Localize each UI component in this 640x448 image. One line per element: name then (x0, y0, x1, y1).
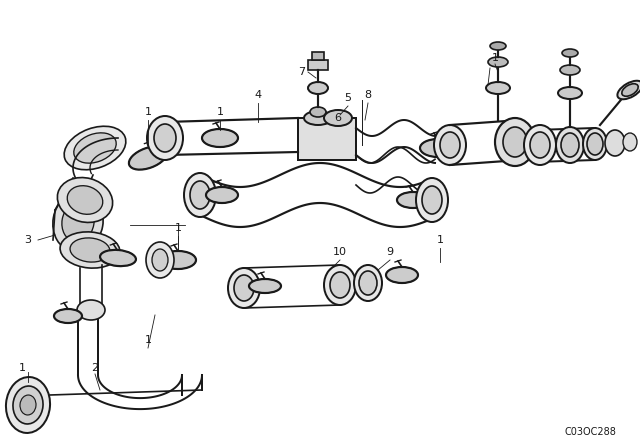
Ellipse shape (62, 202, 94, 242)
Ellipse shape (324, 265, 356, 305)
Ellipse shape (100, 250, 136, 266)
Ellipse shape (623, 133, 637, 151)
Text: 1: 1 (216, 107, 223, 117)
Ellipse shape (486, 82, 510, 94)
Ellipse shape (54, 309, 82, 323)
Text: 10: 10 (333, 247, 347, 257)
Ellipse shape (622, 84, 638, 96)
Ellipse shape (416, 178, 448, 222)
Ellipse shape (330, 272, 350, 298)
Ellipse shape (206, 187, 238, 203)
Ellipse shape (308, 82, 328, 94)
Ellipse shape (440, 132, 460, 158)
Bar (308, 60, 328, 70)
Ellipse shape (583, 128, 607, 160)
Bar (298, 118, 356, 160)
Ellipse shape (64, 126, 126, 170)
Ellipse shape (20, 395, 36, 415)
Ellipse shape (190, 181, 210, 209)
Ellipse shape (561, 133, 579, 157)
Ellipse shape (422, 186, 442, 214)
Text: 1: 1 (175, 223, 182, 233)
Ellipse shape (53, 192, 103, 252)
Ellipse shape (503, 127, 527, 157)
Ellipse shape (234, 275, 254, 301)
Ellipse shape (58, 177, 113, 223)
Ellipse shape (558, 87, 582, 99)
Ellipse shape (562, 49, 578, 57)
Ellipse shape (74, 133, 116, 163)
Bar (312, 52, 324, 60)
Ellipse shape (488, 57, 508, 67)
Ellipse shape (154, 124, 176, 152)
Text: 1: 1 (145, 335, 152, 345)
Text: 3: 3 (24, 235, 31, 245)
Ellipse shape (354, 265, 382, 301)
Ellipse shape (77, 300, 105, 320)
Ellipse shape (304, 111, 332, 125)
Ellipse shape (556, 127, 584, 163)
Ellipse shape (434, 125, 466, 165)
Text: 6: 6 (335, 113, 342, 123)
Ellipse shape (13, 386, 43, 424)
Ellipse shape (386, 267, 418, 283)
Text: C03OC288: C03OC288 (564, 427, 616, 437)
Ellipse shape (249, 279, 281, 293)
Ellipse shape (524, 125, 556, 165)
Ellipse shape (359, 271, 377, 295)
Ellipse shape (67, 186, 103, 214)
Ellipse shape (129, 146, 167, 170)
Ellipse shape (310, 107, 326, 117)
Ellipse shape (530, 132, 550, 158)
Ellipse shape (618, 81, 640, 99)
Ellipse shape (70, 238, 110, 262)
Ellipse shape (420, 139, 456, 157)
Text: 7: 7 (298, 67, 305, 77)
Text: 8: 8 (364, 90, 372, 100)
Ellipse shape (184, 173, 216, 217)
Ellipse shape (324, 110, 352, 126)
Ellipse shape (490, 42, 506, 50)
Ellipse shape (202, 129, 238, 147)
Ellipse shape (146, 242, 174, 278)
Text: 1: 1 (492, 53, 499, 63)
Ellipse shape (160, 251, 196, 269)
Text: 4: 4 (255, 90, 262, 100)
Ellipse shape (587, 133, 603, 155)
Text: 1: 1 (19, 363, 26, 373)
Ellipse shape (228, 268, 260, 308)
Text: 9: 9 (387, 247, 394, 257)
Ellipse shape (152, 249, 168, 271)
Text: 2: 2 (92, 363, 99, 373)
Ellipse shape (60, 232, 120, 268)
Ellipse shape (605, 130, 625, 156)
Ellipse shape (6, 377, 50, 433)
Ellipse shape (495, 118, 535, 166)
Text: 1: 1 (436, 235, 444, 245)
Ellipse shape (397, 192, 429, 208)
Ellipse shape (147, 116, 183, 160)
Text: 5: 5 (344, 93, 351, 103)
Text: 1: 1 (145, 107, 152, 117)
Ellipse shape (560, 65, 580, 75)
